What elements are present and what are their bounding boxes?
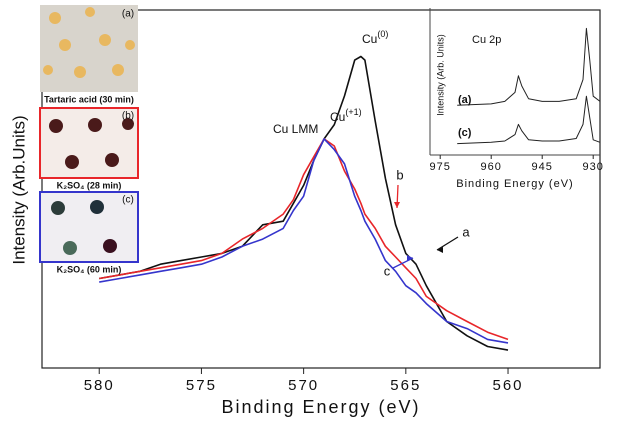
series-label: b xyxy=(396,167,403,182)
x-tick-label: 570 xyxy=(288,377,319,394)
x-tick-label: 945 xyxy=(532,161,553,173)
annotation-text: Cu xyxy=(330,110,345,124)
series-label: a xyxy=(462,224,470,239)
label-arrow xyxy=(437,237,458,250)
x-tick-label: 565 xyxy=(390,377,421,394)
photo-label: (a) xyxy=(122,9,134,20)
annotation: Cu LMM xyxy=(273,122,318,136)
x-tick-label: 960 xyxy=(481,161,502,173)
spectrum-line xyxy=(99,57,508,351)
x-axis-title: Binding Energy (eV) xyxy=(221,397,420,417)
annotation: Cu(+1) xyxy=(330,107,362,124)
inset-line xyxy=(457,96,600,143)
x-tick-label: 560 xyxy=(493,377,524,394)
inset-y-title: Intensity (Arb. Units) xyxy=(435,34,445,116)
figure: 580 575 570 565 560 Binding Energy (eV) Intens… xyxy=(0,0,622,426)
photo-caption: Tartaric acid (30 min) xyxy=(44,94,134,104)
inset-x-title: Binding Energy (eV) xyxy=(456,178,573,190)
inset-title: Cu 2p xyxy=(472,34,501,46)
x-tick-label: 930 xyxy=(583,161,604,173)
photo-label: (c) xyxy=(122,195,134,206)
x-tick-label: 580 xyxy=(84,377,115,394)
x-tick-label: 575 xyxy=(186,377,217,394)
photo-label: (b) xyxy=(122,111,134,122)
y-axis-title: Intensity (Arb.Units) xyxy=(9,115,28,264)
series-label: c xyxy=(384,263,391,278)
annotation-text: Cu xyxy=(362,32,377,46)
inset-series-label: (a) xyxy=(458,94,472,106)
annotation: Cu(0) xyxy=(362,29,388,46)
inset-series-label: (c) xyxy=(458,127,472,139)
annotation-text: Cu LMM xyxy=(273,122,318,136)
photo-caption: K₂SO₄ (60 min) xyxy=(57,264,122,274)
annotation-sup: (+1) xyxy=(345,107,361,117)
x-tick-label: 975 xyxy=(430,161,451,173)
annotation-sup: (0) xyxy=(377,29,388,39)
arrow-head xyxy=(394,202,400,208)
photo-caption: K₂SO₄ (28 min) xyxy=(57,180,122,190)
